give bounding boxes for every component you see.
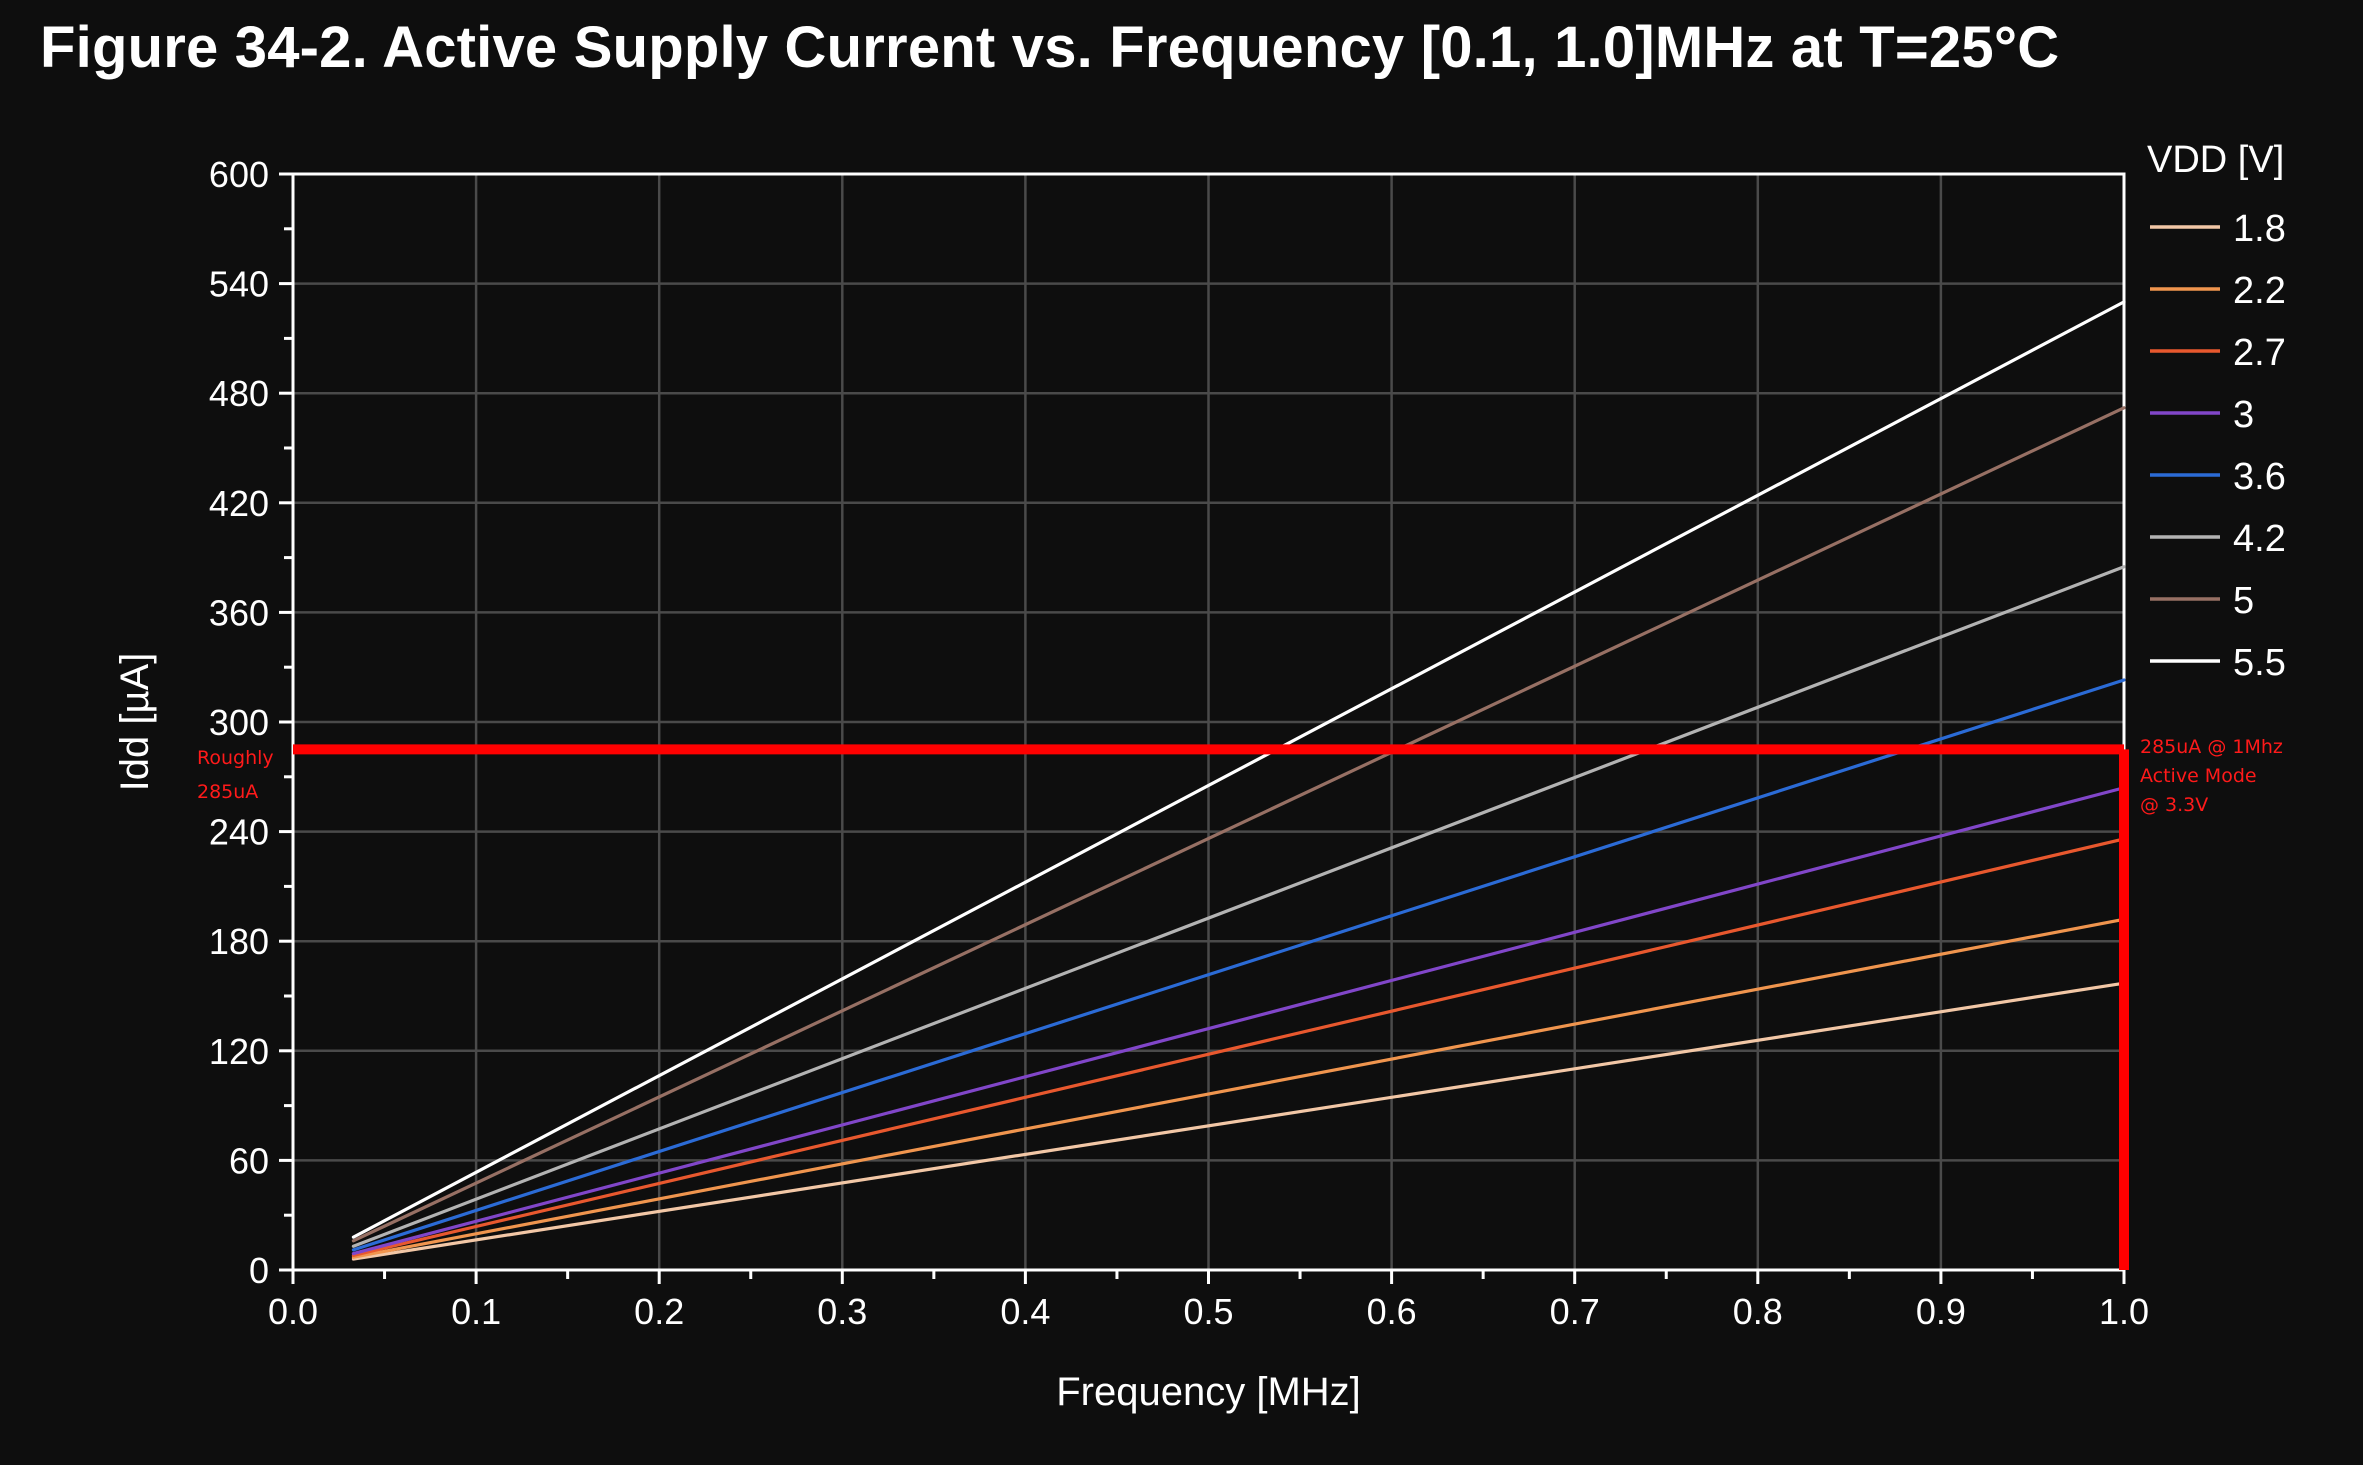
annotations: Roughly 285uA 285uA @ 1Mhz Active Mode @ 3.3… [197,736,2283,1270]
y-tick-label: 600 [209,154,269,195]
x-tick-label: 0.2 [634,1291,684,1332]
x-tick-label: 0.5 [1183,1291,1233,1332]
series-line-2-7 [351,837,2126,1257]
legend-label: 2.7 [2233,332,2286,374]
legend-label: 2.2 [2233,270,2286,312]
annotation-left-text: 285uA [197,781,258,803]
legend-label: 3.6 [2233,456,2286,498]
annotation-right-text: @ 3.3V [2140,794,2208,816]
y-tick-label: 240 [209,812,269,853]
series-line-1-8 [351,981,2126,1261]
x-tick-label: 1.0 [2099,1291,2149,1332]
grid [293,174,2124,1270]
y-tick-label: 300 [209,702,269,743]
y-tick-label: 360 [209,592,269,633]
y-tick-label: 480 [209,373,269,414]
y-tick-label: 0 [249,1250,269,1291]
x-tick-label: 0.3 [817,1291,867,1332]
annotation-left-text: Roughly [197,747,274,769]
series-line-5 [351,406,2126,1243]
y-tick-label: 540 [209,264,269,305]
x-tick-label: 0.6 [1367,1291,1417,1332]
x-tick-label: 0.7 [1550,1291,1600,1332]
series-line-3-6 [351,678,2126,1252]
legend-label: 3 [2233,394,2254,436]
y-tick-label: 120 [209,1031,269,1072]
legend-title: VDD [V] [2147,139,2284,181]
series-line-5-5 [351,300,2126,1239]
series-line-2-2 [351,917,2126,1259]
series-line-4-2 [351,565,2126,1248]
legend-label: 5 [2233,580,2254,622]
legend-label: 4.2 [2233,518,2286,560]
series-line-3 [351,786,2126,1256]
y-axis-label: Idd [µA] [113,653,157,792]
x-axis-label: Frequency [MHz] [1056,1370,1361,1414]
legend-label: 5.5 [2233,642,2286,684]
legend: VDD [V] 1.8 2.2 2.7 3 3.6 4.2 5 5.5 [2147,139,2286,684]
annotation-right-text: 285uA @ 1Mhz [2140,736,2283,758]
chart-title: Figure 34-2. Active Supply Current vs. F… [40,15,2060,80]
x-tick-label: 0.1 [451,1291,501,1332]
y-tick-label: 60 [229,1140,269,1181]
x-tick-label: 0.8 [1733,1291,1783,1332]
legend-label: 1.8 [2233,208,2286,250]
y-tick-label: 420 [209,483,269,524]
annotation-right-text: Active Mode [2140,765,2257,787]
x-tick-label: 0.4 [1000,1291,1050,1332]
series-lines [351,300,2126,1261]
axes: 0.0 0.1 0.2 0.3 0.4 0.5 0.6 0.7 0.8 0.9 1.0 0 60 120 1… [113,154,2149,1414]
x-tick-label: 0.0 [268,1291,318,1332]
x-tick-label: 0.9 [1916,1291,1966,1332]
y-tick-label: 180 [209,921,269,962]
